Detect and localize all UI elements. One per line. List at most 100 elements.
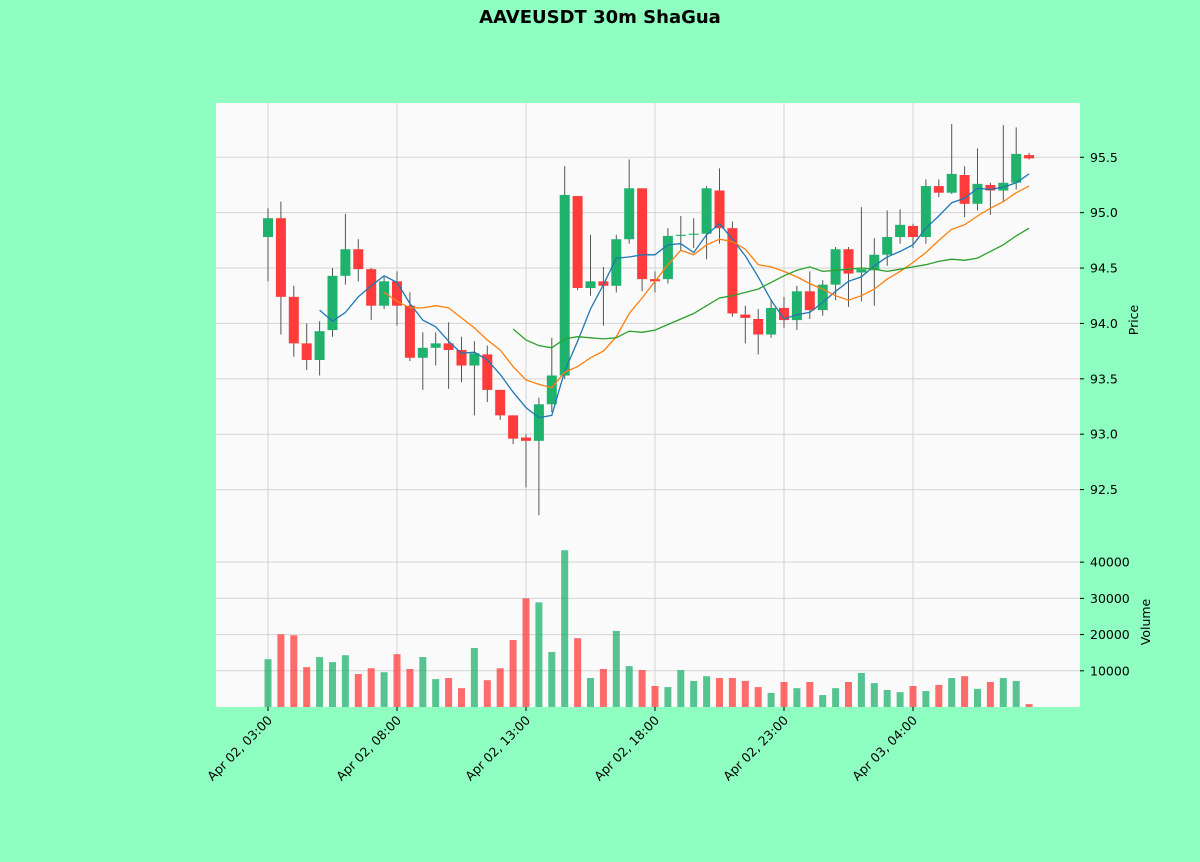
candle-body bbox=[933, 186, 944, 193]
candle-body bbox=[417, 347, 428, 358]
y-tick-label: 10000 bbox=[1090, 663, 1130, 678]
volume-bar bbox=[625, 666, 633, 707]
x-tick-label: Apr 02, 13:00 bbox=[462, 712, 533, 783]
candle-body bbox=[714, 190, 725, 229]
volume-bar bbox=[754, 687, 762, 707]
y-tick-label: 92.5 bbox=[1090, 482, 1118, 497]
candle-body bbox=[624, 188, 635, 240]
x-tick-label: Apr 02, 03:00 bbox=[204, 712, 275, 783]
volume-bar bbox=[393, 654, 401, 707]
candle-body bbox=[662, 235, 673, 280]
candle-body bbox=[379, 281, 390, 306]
candle-body bbox=[469, 353, 480, 366]
candle-body bbox=[779, 307, 789, 321]
volume-bar bbox=[432, 679, 440, 707]
moving-average-line bbox=[319, 173, 1030, 419]
volume-bar bbox=[664, 687, 672, 707]
volume-bar bbox=[458, 688, 465, 707]
volume-bar bbox=[522, 598, 530, 707]
volume-bar bbox=[264, 659, 272, 707]
candle-body bbox=[392, 281, 402, 306]
candle-body bbox=[263, 218, 273, 238]
volume-bar bbox=[974, 688, 981, 707]
y-axis-label: Price bbox=[1126, 304, 1141, 335]
volume-bar bbox=[419, 657, 427, 707]
candle-body bbox=[404, 305, 415, 358]
candle-body bbox=[830, 249, 841, 285]
volume-bar bbox=[703, 676, 711, 707]
volume-bar bbox=[651, 685, 659, 707]
candle-body bbox=[972, 183, 983, 204]
candle-body bbox=[817, 284, 828, 311]
y-tick-label: 30000 bbox=[1090, 591, 1130, 606]
candle-body bbox=[946, 173, 957, 193]
volume-bar bbox=[935, 684, 943, 707]
candle-body bbox=[856, 269, 867, 273]
volume-bar bbox=[496, 668, 504, 707]
candle-body bbox=[482, 354, 493, 390]
candle-body bbox=[791, 291, 802, 321]
candle-body bbox=[920, 186, 931, 238]
candle-body bbox=[366, 269, 377, 306]
candle-body bbox=[701, 188, 712, 234]
candle-body bbox=[327, 275, 338, 331]
candle-body bbox=[495, 389, 506, 416]
volume-bar bbox=[548, 651, 556, 707]
y-tick-label: 94.0 bbox=[1090, 316, 1118, 331]
moving-average-line bbox=[512, 227, 1030, 349]
volume-bar bbox=[806, 682, 814, 707]
candle-body bbox=[895, 224, 906, 238]
volume-bar bbox=[599, 668, 607, 707]
chart-title: AAVEUSDT 30m ShaGua bbox=[479, 7, 721, 28]
x-tick-label: Apr 02, 23:00 bbox=[720, 712, 791, 783]
candle-body bbox=[843, 249, 854, 274]
x-tick-label: Apr 02, 08:00 bbox=[333, 712, 404, 783]
x-tick-label: Apr 02, 18:00 bbox=[591, 712, 662, 783]
volume-bar bbox=[922, 691, 930, 707]
volume-bar bbox=[716, 678, 723, 707]
volume-bar bbox=[1012, 680, 1020, 707]
candle-body bbox=[753, 319, 764, 335]
volume-bar bbox=[354, 674, 362, 707]
candle-body bbox=[546, 375, 557, 405]
candle-body bbox=[766, 307, 777, 335]
candle-body bbox=[882, 237, 893, 255]
candle-body bbox=[611, 239, 622, 286]
candle-body bbox=[1024, 155, 1035, 159]
volume-bar bbox=[883, 689, 891, 707]
candle-body bbox=[340, 249, 351, 276]
candle-body bbox=[275, 218, 286, 297]
volume-bar bbox=[999, 678, 1007, 707]
volume-bar bbox=[909, 685, 917, 707]
volume-bar bbox=[728, 678, 736, 707]
candle-body bbox=[959, 175, 970, 204]
x-tick-label: Apr 03, 04:00 bbox=[849, 712, 920, 783]
volume-bar bbox=[574, 638, 582, 707]
candle-body bbox=[740, 314, 751, 318]
volume-bar bbox=[290, 635, 298, 707]
candle-body bbox=[804, 291, 815, 311]
volume-bar bbox=[819, 695, 827, 707]
candle-body bbox=[508, 415, 519, 439]
volume-bar bbox=[341, 655, 349, 707]
candle-body bbox=[430, 343, 441, 348]
volume-bar bbox=[277, 634, 285, 707]
volume-bar bbox=[896, 692, 904, 707]
candle-body bbox=[443, 343, 454, 351]
candle-body bbox=[301, 343, 312, 360]
volume-bar bbox=[483, 680, 491, 707]
candle-body bbox=[869, 254, 880, 271]
candle-body bbox=[688, 233, 699, 235]
candle-body bbox=[533, 404, 544, 441]
candle-body bbox=[727, 228, 738, 314]
volume-bar bbox=[767, 692, 775, 707]
volume-bar bbox=[316, 657, 324, 707]
moving-average-line bbox=[383, 185, 1030, 389]
volume-bar bbox=[445, 678, 453, 707]
candle-body bbox=[456, 350, 467, 366]
candle-body bbox=[314, 331, 325, 360]
volume-bar bbox=[948, 678, 956, 707]
y-tick-label: 95.0 bbox=[1090, 205, 1118, 220]
y-tick-label: 93.5 bbox=[1090, 371, 1118, 386]
